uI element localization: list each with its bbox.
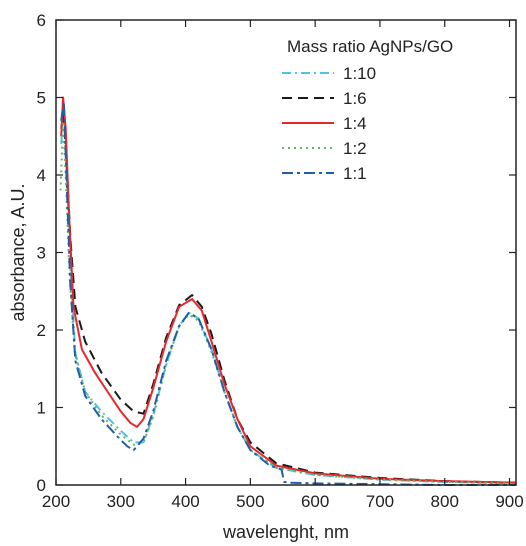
legend: Mass ratio AgNPs/GO 1:10 1:6 1:4 1:2 1:1 bbox=[282, 37, 453, 183]
x-tick-label: 700 bbox=[366, 492, 394, 511]
legend-label: 1:4 bbox=[343, 114, 367, 133]
legend-title: Mass ratio AgNPs/GO bbox=[287, 37, 453, 56]
legend-label: 1:10 bbox=[343, 64, 376, 83]
x-tick-label: 500 bbox=[236, 492, 264, 511]
plot-area bbox=[59, 96, 517, 486]
series-line-1-6 bbox=[60, 112, 517, 484]
axis-ticks: 200 300 400 500 600 700 800 900 0 1 2 3 4 5 6 bbox=[37, 11, 524, 511]
x-tick-label: 900 bbox=[495, 492, 523, 511]
x-tick-label: 400 bbox=[171, 492, 199, 511]
y-tick-label: 0 bbox=[37, 476, 46, 495]
series-line-1-4 bbox=[60, 96, 517, 484]
x-axis-label: wavelenght, nm bbox=[222, 522, 349, 542]
y-tick-label: 6 bbox=[37, 11, 46, 30]
x-tick-label: 600 bbox=[301, 492, 329, 511]
legend-label: 1:2 bbox=[343, 139, 367, 158]
y-axis-label: absorbance, A.U. bbox=[8, 183, 28, 321]
series-line-1-2 bbox=[59, 119, 517, 485]
series-line-1-1 bbox=[60, 100, 516, 486]
y-tick-label: 4 bbox=[37, 166, 46, 185]
legend-label: 1:1 bbox=[343, 164, 367, 183]
legend-label: 1:6 bbox=[343, 89, 367, 108]
plot-frame bbox=[55, 19, 517, 486]
x-tick-label: 300 bbox=[107, 492, 135, 511]
y-tick-label: 1 bbox=[37, 399, 46, 418]
y-tick-label: 3 bbox=[37, 244, 46, 263]
y-tick-label: 2 bbox=[37, 321, 46, 340]
x-tick-label: 800 bbox=[431, 492, 459, 511]
series-line-1-10 bbox=[60, 104, 517, 485]
y-tick-label: 5 bbox=[37, 89, 46, 108]
x-tick-label: 200 bbox=[42, 492, 70, 511]
